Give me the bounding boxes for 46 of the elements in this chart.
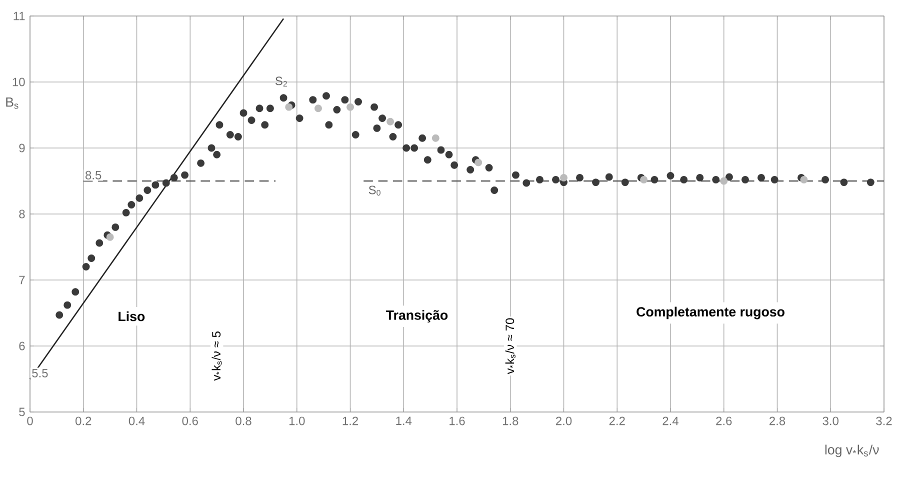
x-tick-label: 2.8 [770, 416, 786, 426]
x-tick-label: 1.6 [450, 416, 465, 426]
x-tick-label: 1.4 [396, 416, 412, 425]
point [314, 104, 322, 112]
point [640, 176, 648, 184]
y-tick-label: 10 [12, 78, 25, 86]
annotation: 8.5 [86, 170, 102, 180]
series-label: S$_{0}$ [368, 186, 380, 196]
y-tick-label: 11 [14, 12, 25, 20]
x-tick-label: 0 [27, 416, 33, 426]
annotation: Completamente rugoso [636, 306, 784, 320]
y-axis-title: B$_{s}$ [6, 97, 18, 109]
point [106, 233, 114, 241]
y-tick-label: 8 [19, 210, 25, 218]
x-tick-label: 2.2 [609, 416, 625, 426]
x-tick-label: 1.8 [502, 416, 518, 426]
x-tick-label: 0.8 [236, 416, 252, 426]
y-tick-label: 6 [19, 342, 25, 350]
x-tick-label: 0.2 [76, 416, 92, 426]
point [285, 103, 293, 111]
y-tick-label: 9 [19, 144, 25, 152]
point [346, 103, 354, 111]
x-tick-label: 2.6 [716, 416, 732, 426]
x-tick-label: 3.2 [876, 416, 892, 426]
point [432, 134, 440, 142]
point [474, 158, 482, 166]
text: S$_{2}$ [275, 76, 287, 87]
annotation: v$_{*}$k$_{s}$/ν ≈ 70 [505, 318, 516, 374]
x-axis-title: log v$_{*}$k$_{s}$/ν [825, 444, 879, 458]
annotation: 5.5 [32, 369, 48, 378]
point [560, 174, 568, 182]
y-tick-label: 5 [19, 408, 25, 416]
x-tick-label: 2.4 [662, 416, 678, 426]
annotation: Liso [118, 311, 145, 322]
point [800, 176, 808, 184]
point [386, 118, 394, 126]
x-tick-label: 1.0 [289, 416, 305, 426]
x-tick-label: 0.4 [128, 416, 145, 426]
point [720, 177, 728, 185]
annotation: v$_{*}$k$_{s}$/ν ≈ 5 [212, 332, 222, 381]
x-tick-label: 0.6 [182, 416, 198, 426]
x-tick-label: 1.2 [342, 416, 358, 426]
x-tick-label: 3.0 [822, 416, 838, 426]
x-tick-label: 2.0 [556, 416, 572, 426]
y-tick-label: 7 [19, 276, 25, 284]
annotation: Transição [386, 310, 448, 322]
